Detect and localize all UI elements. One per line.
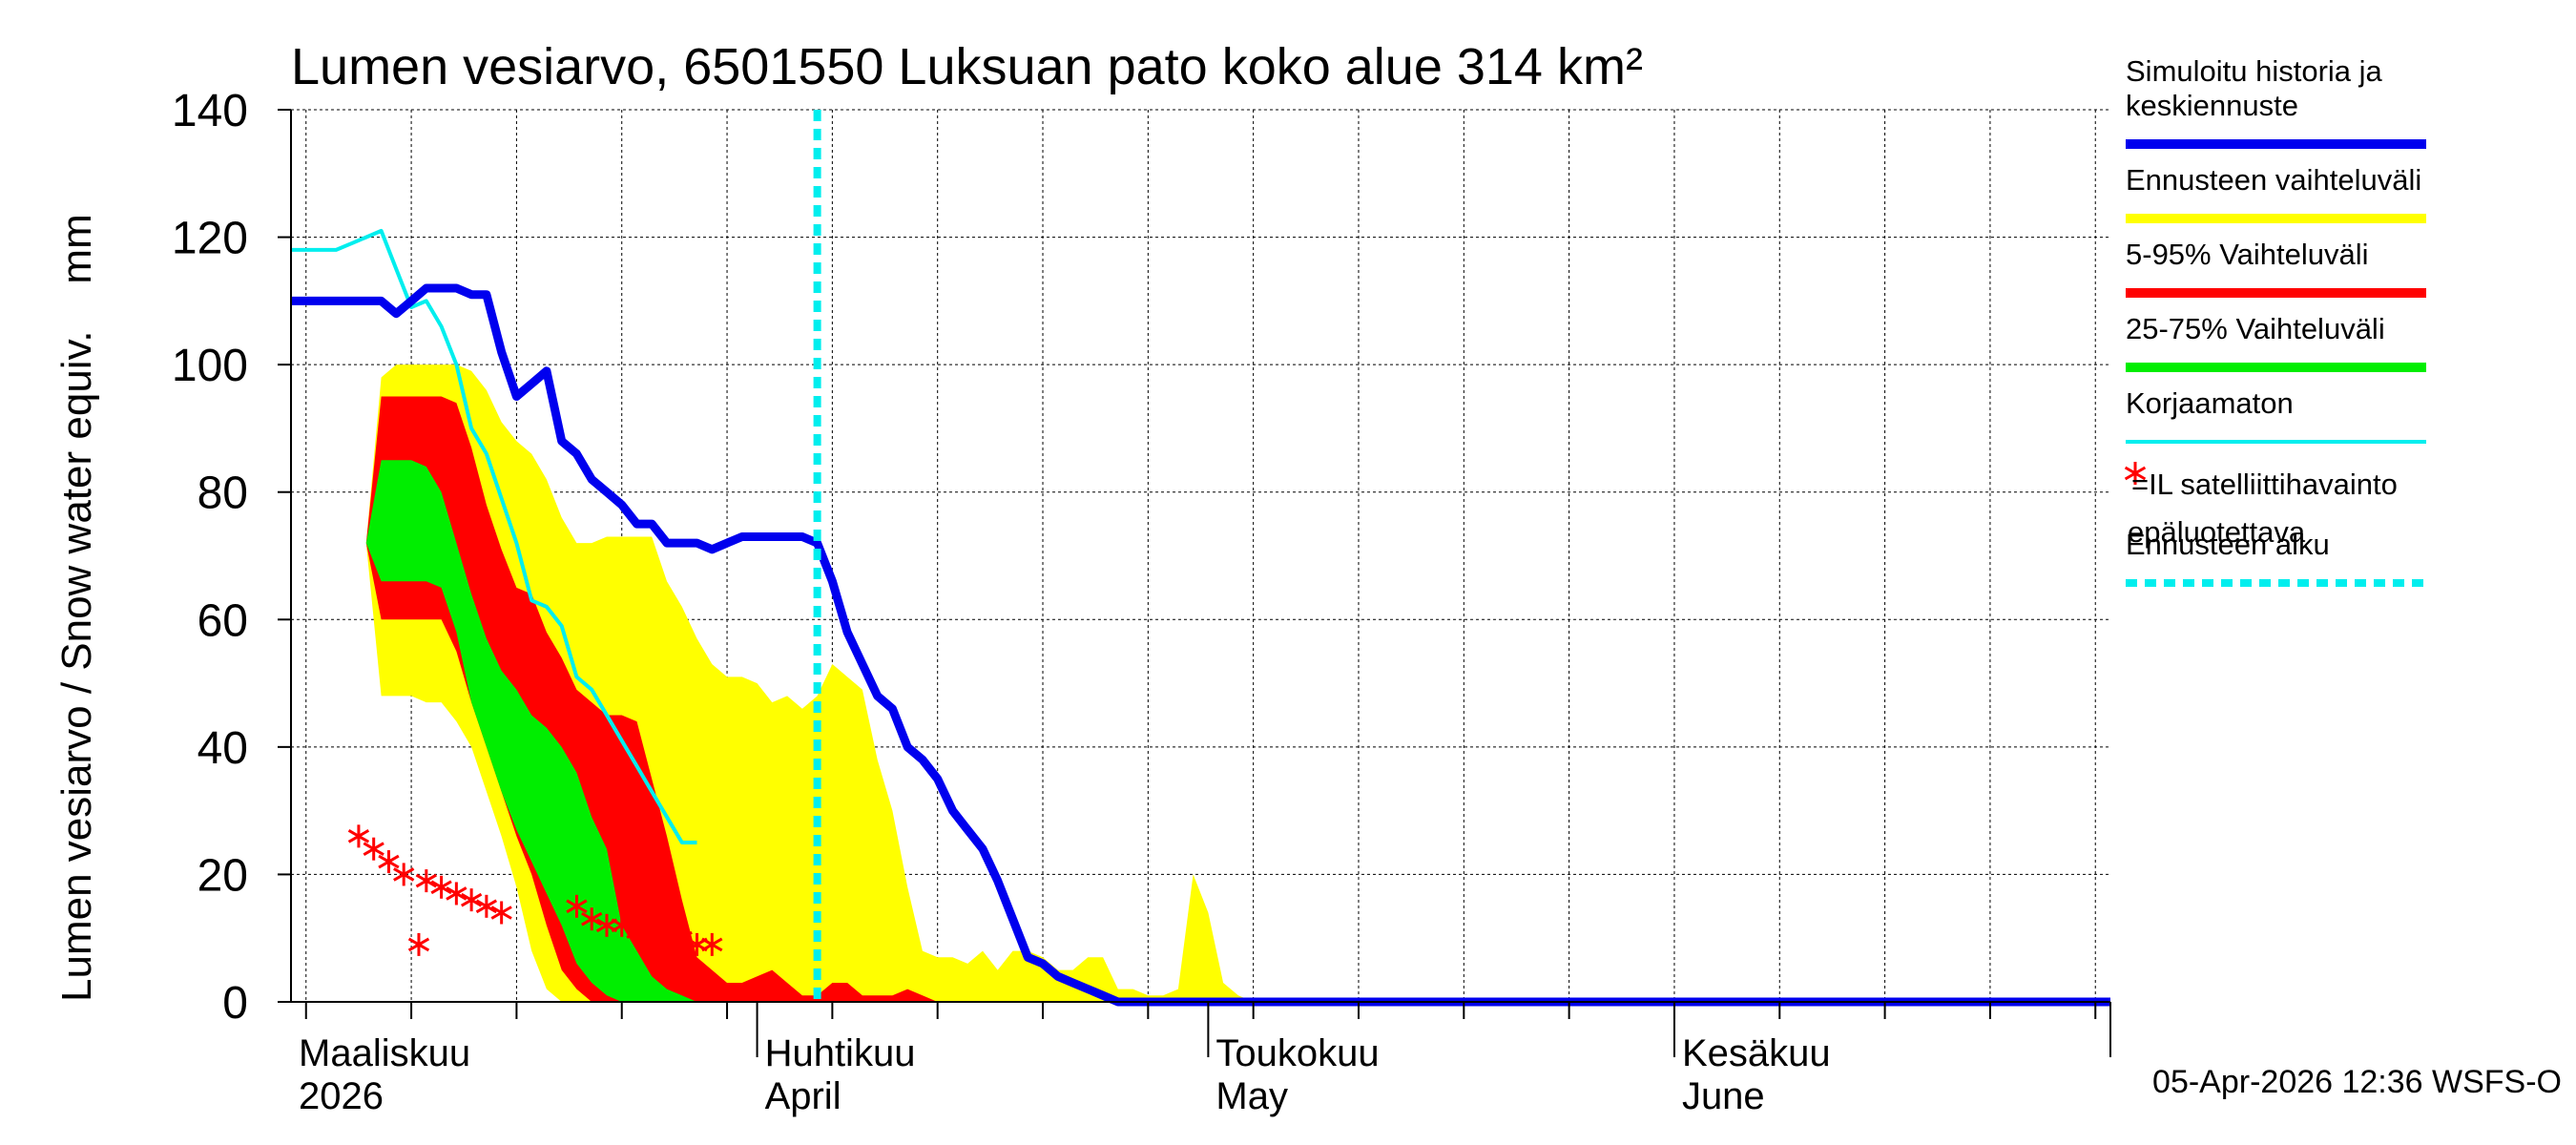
x-month-label-2: April <box>765 1075 841 1117</box>
satellite-observation-marker <box>415 869 437 893</box>
satellite-observation-marker <box>430 875 452 899</box>
star-stroke <box>671 930 693 946</box>
satellite-observation-marker <box>581 907 603 931</box>
legend-label-2: keskiennuste <box>2126 89 2298 122</box>
legend-label: Ennusteen vaihteluväli <box>2126 163 2421 197</box>
star-stroke <box>611 918 633 933</box>
star-stroke <box>581 911 603 926</box>
legend-star-icon <box>2124 462 2147 485</box>
legend-label-2: epäluotettava <box>2128 515 2306 549</box>
star-stroke <box>2124 466 2147 481</box>
star-stroke <box>446 886 467 901</box>
satellite-observation-marker <box>566 894 588 918</box>
satellite-observation-marker <box>475 894 498 918</box>
legend-label: 25-75% Vaihteluväli <box>2126 312 2385 345</box>
satellite-observation-marker <box>446 882 467 906</box>
star-stroke <box>460 892 483 907</box>
bands-layer <box>365 364 1690 1003</box>
satellite-observation-marker <box>701 932 723 956</box>
chart-title: Lumen vesiarvo, 6501550 Luksuan pato kok… <box>291 38 1643 95</box>
star-stroke <box>566 899 588 914</box>
star-stroke <box>475 899 498 914</box>
star-stroke <box>363 842 384 857</box>
satellite-observation-marker <box>407 932 430 956</box>
star-stroke <box>655 925 678 939</box>
x-month-label-2: June <box>1682 1075 1765 1117</box>
star-stroke <box>430 880 452 895</box>
x-month-label-2: May <box>1215 1075 1288 1117</box>
legend-label: Korjaamaton <box>2126 386 2294 420</box>
satellite-observation-marker <box>490 901 512 925</box>
satellite-observation-marker <box>347 824 370 848</box>
footer-timestamp: 05-Apr-2026 12:36 WSFS-O <box>2152 1064 2562 1100</box>
satellite-observation-marker <box>393 863 415 886</box>
star-stroke <box>393 867 415 882</box>
legend-item-6: Ennusteen alku <box>2126 528 2426 587</box>
satellite-observation-marker <box>611 913 633 937</box>
legend-label: Simuloitu historia ja <box>2126 54 2383 88</box>
line-korjaamaton <box>291 228 697 844</box>
y-tick-label: 40 <box>197 723 248 774</box>
markers-layer <box>347 824 723 956</box>
y-tick-label: 80 <box>197 468 248 519</box>
legend-label: 5-95% Vaihteluväli <box>2126 238 2368 271</box>
star-stroke <box>701 937 723 952</box>
y-tick-label: 140 <box>172 86 248 136</box>
x-month-label: Kesäkuu <box>1682 1032 1831 1074</box>
star-stroke <box>407 937 430 952</box>
satellite-observation-marker <box>378 850 400 874</box>
y-tick-label: 0 <box>222 978 248 1029</box>
satellite-observation-marker <box>460 888 483 912</box>
band-ennusteen-vaihteluv-li <box>365 364 1690 1003</box>
star-stroke <box>415 873 437 888</box>
y-tick-label: 120 <box>172 214 248 264</box>
legend-item-2: 5-95% Vaihteluväli <box>2126 238 2426 298</box>
satellite-observation-marker <box>655 920 678 944</box>
y-tick-label: 20 <box>197 850 248 901</box>
legend-item-1: Ennusteen vaihteluväli <box>2126 163 2426 223</box>
satellite-observation-marker <box>363 837 384 861</box>
satellite-observation-marker <box>671 926 693 950</box>
legend-item-3: 25-75% Vaihteluväli <box>2126 312 2426 372</box>
y-tick-label: 100 <box>172 341 248 391</box>
x-month-label: Huhtikuu <box>765 1032 916 1074</box>
star-stroke <box>347 829 370 843</box>
legend-label: =IL satelliittihavainto <box>2131 468 2398 501</box>
star-stroke <box>490 906 512 920</box>
star-stroke <box>378 854 400 869</box>
x-month-label-2: 2026 <box>299 1075 384 1117</box>
x-month-label: Toukokuu <box>1215 1032 1379 1074</box>
y-tick-label: 60 <box>197 595 248 646</box>
legend-label: Ennusteen alku <box>2126 528 2330 561</box>
legend-item-5: =IL satelliittihavainto epäluotettava <box>2124 462 2398 549</box>
legend-item-4: Korjaamaton <box>2126 386 2426 444</box>
x-month-label: Maaliskuu <box>299 1032 470 1074</box>
y-axis-label: Lumen vesiarvo / Snow water equiv. mm <box>53 214 100 1002</box>
